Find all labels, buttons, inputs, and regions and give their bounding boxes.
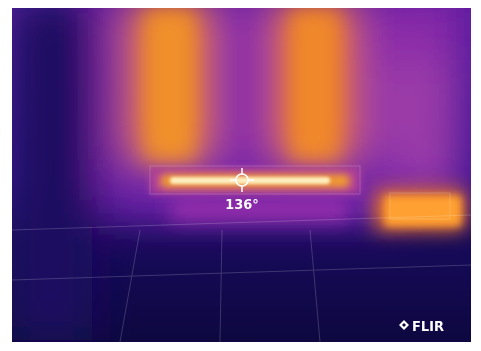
thermal-screenshot: 136° FLIR — [0, 0, 481, 351]
brand-name: FLIR — [412, 320, 444, 335]
temperature-reading: 136° — [225, 198, 259, 213]
